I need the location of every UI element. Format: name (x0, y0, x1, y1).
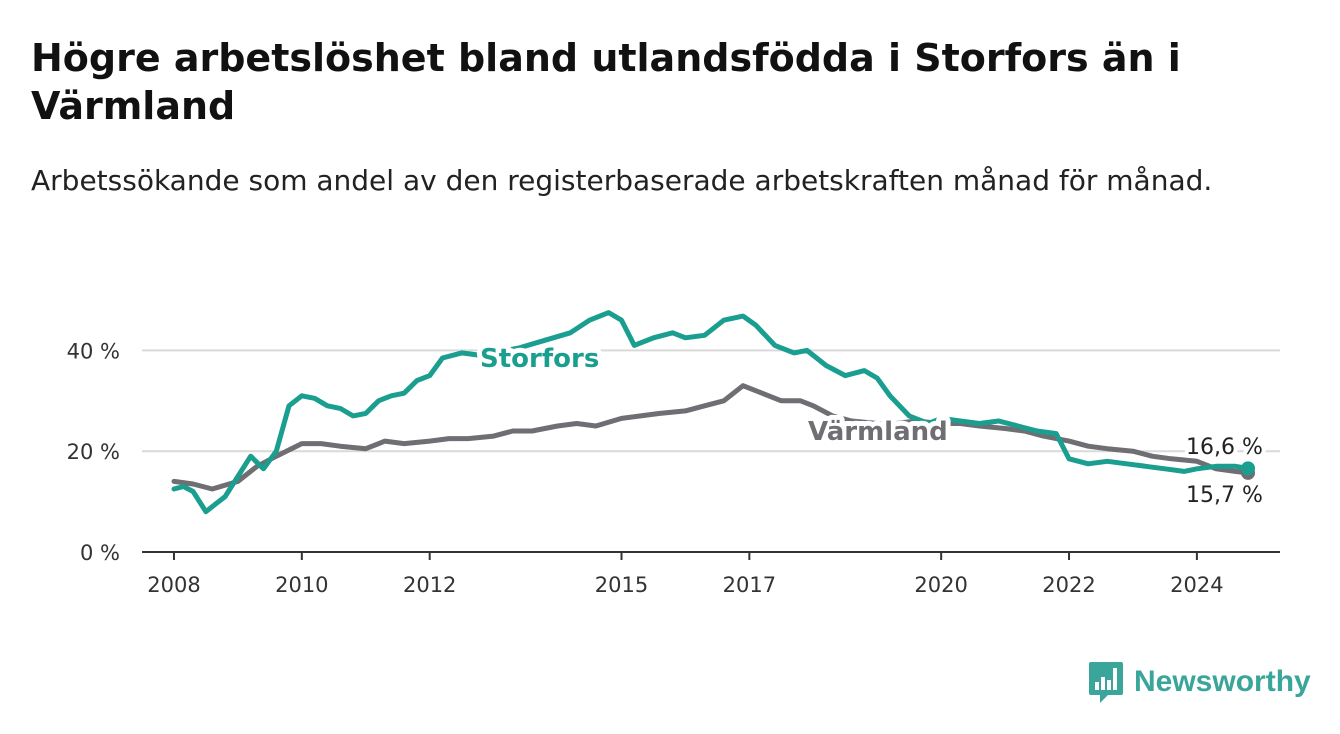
end-label-storfors: 16,6 % (1186, 435, 1263, 460)
y-tick-label: 20 % (67, 440, 120, 464)
chart-title: Högre arbetslöshet bland utlandsfödda i … (31, 36, 1181, 128)
newsworthy-logo-icon (1089, 662, 1123, 703)
series-label-storfors-halo: Storfors (480, 344, 599, 374)
x-tick-label: 2008 (147, 573, 200, 597)
brand-logo: Newsworthy (1088, 660, 1311, 704)
series-line-vrmland (171, 383, 1251, 492)
y-tick-label: 0 % (80, 541, 120, 565)
y-tick-label: 40 % (67, 339, 120, 363)
x-tick-label: 2017 (723, 573, 776, 597)
series-label-storfors: Storfors (480, 344, 599, 374)
series-line-storfors (171, 310, 1251, 515)
series-end-point (1241, 461, 1256, 476)
series-label-varmland-halo: Värmland (808, 417, 948, 447)
series-label-varmland: Värmland (808, 417, 948, 447)
series-lines (171, 310, 1256, 515)
x-tick-label: 2010 (275, 573, 328, 597)
gridlines (142, 349, 1280, 453)
end-label-varmland-halo: 15,7 % (1186, 483, 1263, 508)
brand-name: Newsworthy (1134, 665, 1311, 698)
x-tick-label: 2024 (1170, 573, 1223, 597)
x-tick-label: 2022 (1042, 573, 1095, 597)
chart-subtitle: Arbetssökande som andel av den registerb… (31, 164, 1213, 197)
x-tick-label: 2020 (914, 573, 967, 597)
end-label-varmland: 15,7 % (1186, 483, 1263, 508)
x-tick-label: 2015 (595, 573, 648, 597)
x-tick-label: 2012 (403, 573, 456, 597)
end-label-storfors-halo: 16,6 % (1186, 435, 1263, 460)
axes: 0 % 20 % 40 % 2008 2010 2012 2015 2017 2020 2022 2… (67, 339, 1280, 597)
